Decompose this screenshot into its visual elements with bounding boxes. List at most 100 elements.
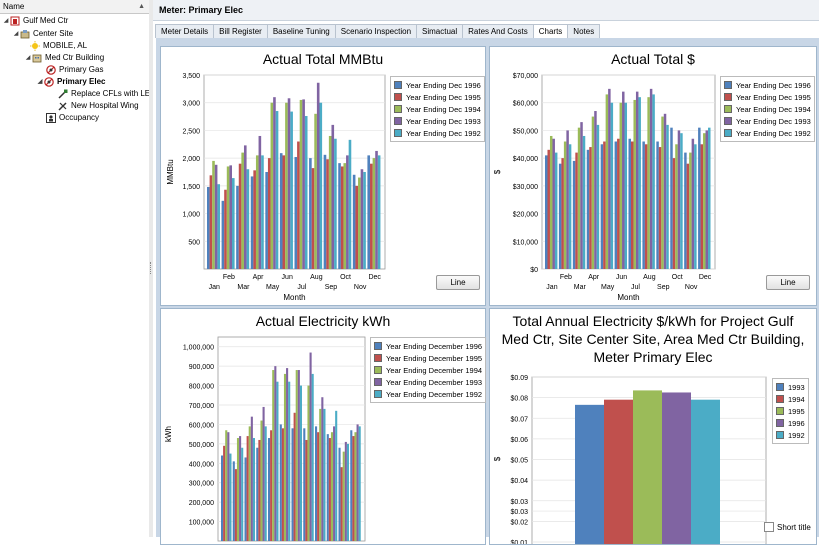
y-axis-title: MMBtu	[166, 159, 175, 184]
y-tick-label: $20,000	[513, 212, 538, 219]
tab-notes[interactable]: Notes	[567, 24, 601, 38]
tree-node-med-ctr-building[interactable]: ◢ Med Ctr Building	[24, 52, 104, 64]
y-tick-label: $0.08	[510, 396, 528, 403]
bar	[686, 163, 690, 269]
tab-strip: Meter Details Bill Register Baseline Tun…	[155, 24, 601, 39]
tab-scenario-inspection[interactable]: Scenario Inspection	[334, 24, 418, 38]
bar	[372, 158, 376, 269]
tab-charts[interactable]: Charts	[532, 24, 569, 39]
legend-item: Year Ending Dec 1995	[394, 91, 481, 103]
bar	[605, 94, 609, 270]
bar	[348, 139, 352, 269]
tree-node-occupancy[interactable]: Occupancy	[46, 112, 99, 124]
bar	[577, 127, 581, 270]
collapse-arrow-icon[interactable]: ◢	[37, 79, 43, 85]
y-tick-label: $10,000	[513, 239, 538, 246]
x-tick-label: Jun	[282, 274, 293, 281]
bar	[311, 168, 315, 269]
bar	[367, 155, 371, 269]
tree-node-new-hospital-wing[interactable]: New Hospital Wing	[58, 100, 139, 112]
bar	[224, 189, 227, 269]
bar	[575, 404, 604, 544]
bar	[258, 439, 261, 541]
tree-node-gulf-med-ctr[interactable]: ◢ Gulf Med Ctr	[2, 15, 68, 27]
bar	[594, 111, 597, 270]
bar	[603, 141, 606, 269]
bar	[241, 447, 244, 541]
y-tick-label: 1,000	[182, 212, 200, 219]
line-chart-button[interactable]: Line	[766, 275, 810, 290]
bar	[229, 165, 232, 269]
bar	[319, 102, 323, 269]
bar	[656, 141, 659, 269]
legend-item: 1993	[776, 381, 805, 393]
collapse-arrow-icon[interactable]: ◢	[3, 18, 9, 24]
tree-node-primary-gas[interactable]: Primary Gas	[46, 64, 103, 76]
bar	[662, 392, 691, 544]
chart-title: Actual Total MMBtu	[262, 51, 384, 67]
sort-arrow-icon[interactable]: ▲	[138, 3, 145, 10]
bar	[255, 155, 259, 269]
tab-baseline-tuning[interactable]: Baseline Tuning	[266, 24, 336, 38]
x-tick-label: Apr	[253, 274, 265, 281]
chart-title: Actual Total $	[611, 51, 695, 67]
tree-node-primary-elec[interactable]: ◢ Primary Elec	[36, 76, 105, 88]
x-axis-title: Month	[283, 293, 305, 302]
bar	[258, 135, 262, 269]
line-chart-button[interactable]: Line	[436, 275, 480, 290]
y-tick-label: $50,000	[513, 128, 538, 135]
bar	[274, 366, 277, 541]
tab-simactual[interactable]: Simactual	[416, 24, 464, 38]
panel-splitter[interactable]	[149, 0, 153, 537]
y-tick-label: $0.03	[510, 499, 528, 506]
y-tick-label: $0.04	[510, 478, 528, 485]
bar	[236, 185, 239, 269]
bar	[214, 164, 218, 269]
bar	[250, 176, 254, 269]
tree-node-replace-cfls[interactable]: Replace CFLs with LEDs	[58, 88, 149, 100]
y-tick-label: $0.09	[510, 375, 528, 382]
bar	[658, 147, 662, 269]
bar	[221, 455, 224, 541]
x-tick-label: Nov	[685, 284, 698, 291]
tree-column-header[interactable]: Name ▲	[0, 0, 149, 14]
tab-meter-details[interactable]: Meter Details	[155, 24, 215, 38]
bar	[642, 141, 645, 269]
legend-item: 1992	[776, 429, 805, 441]
x-tick-label: Jul	[631, 284, 640, 291]
y-tick-label: $60,000	[513, 101, 538, 108]
bar	[356, 424, 359, 541]
tab-rates-and-costs[interactable]: Rates And Costs	[462, 24, 534, 38]
bar	[232, 178, 235, 269]
bar	[563, 141, 567, 269]
y-tick-label: $30,000	[513, 184, 538, 191]
tree-node-center-site[interactable]: ◢ Center Site	[12, 28, 73, 40]
bar	[691, 138, 695, 269]
bar	[589, 147, 592, 269]
y-tick-label: 100,000	[189, 520, 214, 527]
y-tick-label: $0.05	[510, 458, 528, 465]
collapse-arrow-icon[interactable]: ◢	[13, 31, 19, 37]
bar	[250, 416, 253, 541]
tab-bill-register[interactable]: Bill Register	[213, 24, 268, 38]
tree-node-label: Gulf Med Ctr	[23, 16, 69, 25]
checkbox-icon[interactable]	[764, 522, 774, 532]
y-tick-label: 200,000	[189, 500, 214, 507]
bar	[279, 153, 283, 269]
main-panel: Meter: Primary Elec Meter Details Bill R…	[153, 0, 819, 545]
collapse-arrow-icon[interactable]: ◢	[25, 55, 31, 61]
bar	[680, 133, 683, 269]
y-tick-label: $0.06	[510, 437, 528, 444]
bar	[614, 141, 618, 269]
bar	[209, 175, 213, 269]
bar	[241, 152, 244, 269]
bar	[243, 145, 247, 269]
chart-title-line-2: Med Ctr, Site Center Site, Area Med Ctr …	[501, 331, 805, 347]
bar	[582, 135, 586, 269]
bar	[264, 426, 267, 541]
legend-item: 1996	[776, 417, 805, 429]
legend-item: Year Ending December 1995	[374, 352, 482, 364]
short-title-checkbox[interactable]: Short title	[764, 522, 811, 532]
tree-node-weather-station[interactable]: MOBILE, AL	[30, 40, 87, 52]
legend-item: Year Ending Dec 1993	[394, 115, 481, 127]
